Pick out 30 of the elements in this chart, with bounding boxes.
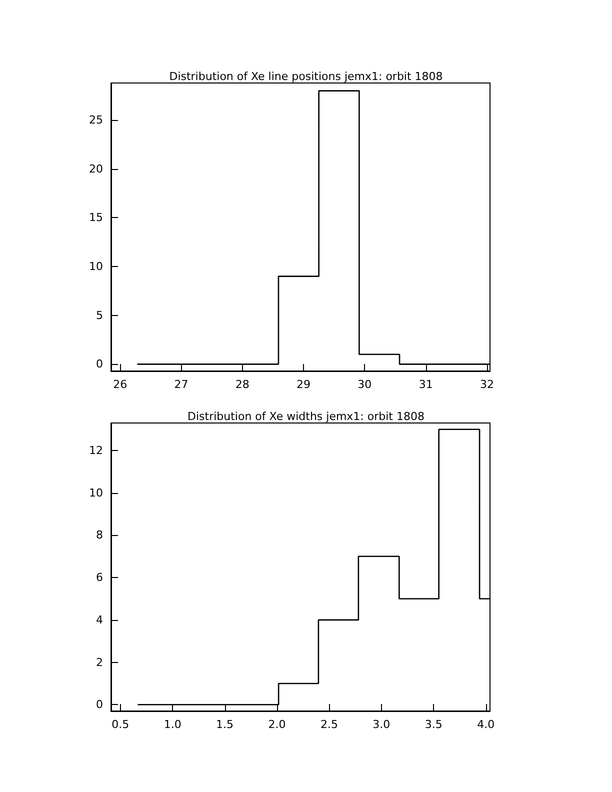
- x-tick-label: 0.5: [112, 718, 130, 731]
- y-tick-label: 5: [96, 308, 103, 322]
- x-tick-label: 27: [174, 378, 188, 391]
- y-tick-label: 15: [89, 211, 103, 224]
- x-tick-label: 31: [418, 378, 433, 391]
- y-tick-label: 4: [96, 613, 103, 626]
- x-tick-label: 2.0: [268, 718, 286, 731]
- y-tick-label: 6: [96, 571, 103, 584]
- y-tick-label: 0: [96, 358, 103, 371]
- y-tick-label: 8: [96, 528, 103, 542]
- y-tick-label: 12: [89, 444, 103, 458]
- chart-title: Distribution of Xe widths jemx1: orbit 1808: [188, 410, 424, 423]
- x-tick-label: 26: [113, 378, 128, 391]
- x-tick-label: 1.0: [164, 718, 182, 731]
- x-tick-label: 30: [358, 378, 372, 391]
- x-tick-label: 28: [235, 378, 250, 391]
- x-tick-label: 32: [480, 378, 494, 391]
- x-tick-label: 3.5: [424, 718, 442, 731]
- y-tick-label: 10: [89, 260, 103, 274]
- x-tick-label: 1.5: [216, 718, 234, 731]
- x-tick-label: 3.0: [372, 718, 390, 731]
- y-tick-label: 20: [89, 162, 103, 176]
- x-tick-label: 29: [296, 378, 311, 391]
- y-tick-label: 0: [96, 698, 103, 712]
- x-tick-label: 2.5: [320, 718, 338, 731]
- x-tick-label: 4.0: [477, 718, 495, 731]
- y-tick-label: 25: [89, 114, 103, 127]
- y-tick-label: 2: [96, 656, 103, 669]
- chart-title: Distribution of Xe line positions jemx1: orbit 1808: [169, 70, 443, 83]
- y-tick-label: 10: [89, 486, 103, 500]
